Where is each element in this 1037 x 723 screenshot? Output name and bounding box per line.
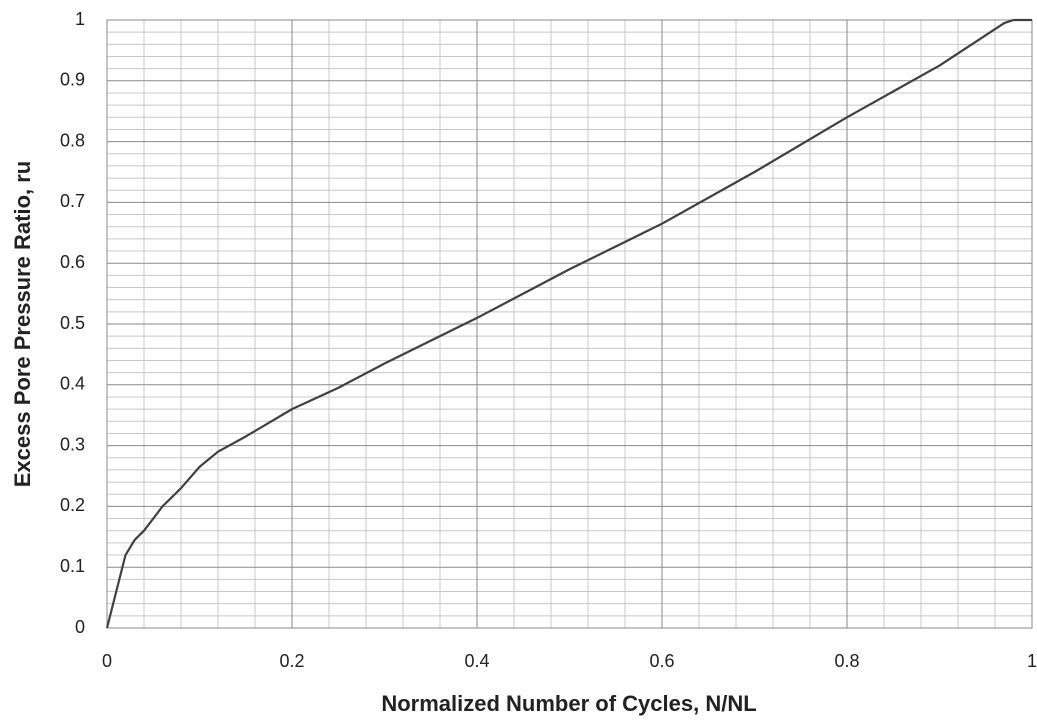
y-tick-label: 0.4 xyxy=(60,374,85,394)
y-tick-label: 0.2 xyxy=(60,495,85,515)
y-axis-label: Excess Pore Pressure Ratio, ru xyxy=(10,161,35,488)
y-tick-label: 0.6 xyxy=(60,252,85,272)
line xyxy=(105,18,1032,629)
y-tick-label: 0 xyxy=(75,617,85,637)
x-tick-label: 1 xyxy=(1027,651,1037,671)
y-tick-label: 1 xyxy=(75,9,85,29)
y-tick-label: 0.8 xyxy=(60,130,85,150)
x-axis-label: Normalized Number of Cycles, N/NL xyxy=(381,691,756,716)
y-tick-label: 0.3 xyxy=(60,434,85,454)
y-tick-label: 0.7 xyxy=(60,191,85,211)
y-tick-label: 0.5 xyxy=(60,313,85,333)
x-tick-label: 0.8 xyxy=(834,651,859,671)
x-tick-label: 0 xyxy=(102,651,112,671)
y-tick-label: 0.1 xyxy=(60,556,85,576)
y-tick-label: 0.9 xyxy=(60,70,85,90)
x-tick-label: 0.4 xyxy=(464,651,489,671)
x-tick-label: 0.2 xyxy=(279,651,304,671)
plot-frame xyxy=(106,19,1033,629)
x-tick-label: 0.6 xyxy=(649,651,674,671)
